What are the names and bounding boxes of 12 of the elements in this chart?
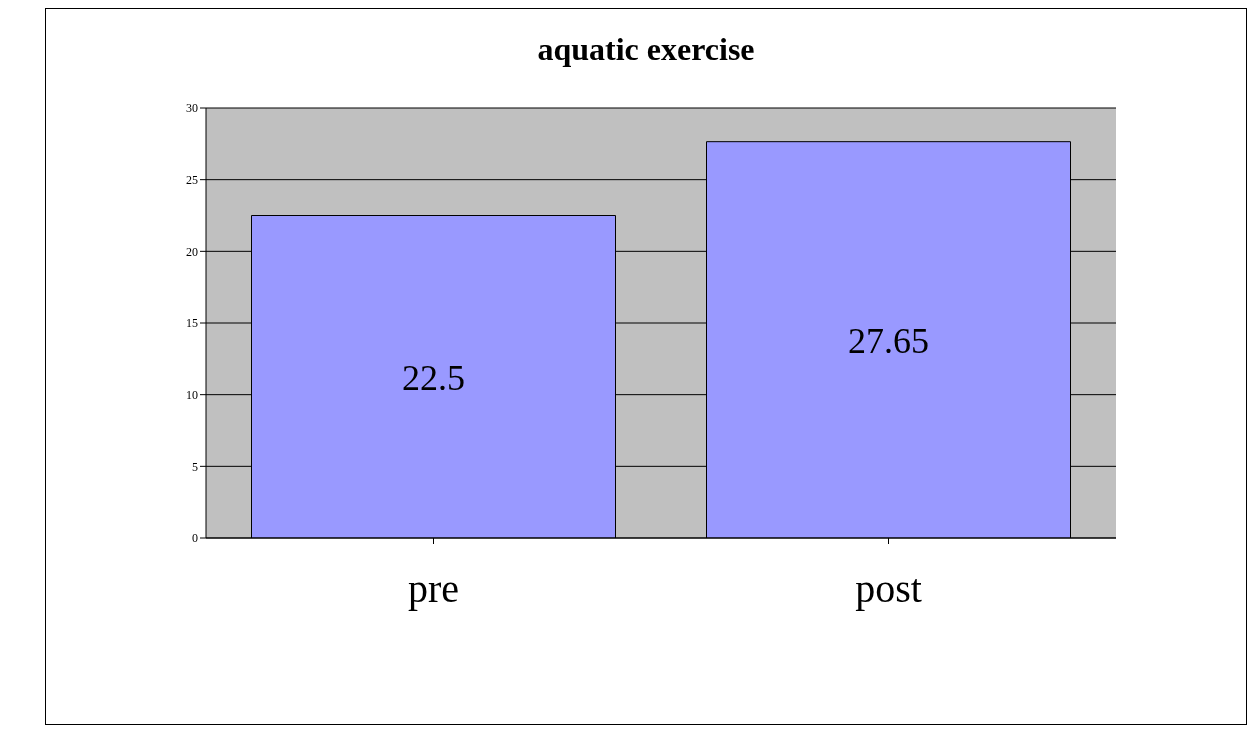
data-label: 27.65 bbox=[848, 320, 929, 361]
chart-title: aquatic exercise bbox=[536, 30, 756, 68]
y-tick-label: 15 bbox=[186, 316, 198, 331]
y-tick-label: 10 bbox=[186, 387, 198, 402]
y-tick-label: 30 bbox=[186, 101, 198, 116]
y-tick-label: 0 bbox=[192, 531, 198, 546]
x-tick-label: post bbox=[855, 566, 922, 612]
y-tick-label: 20 bbox=[186, 244, 198, 259]
y-tick-label: 25 bbox=[186, 172, 198, 187]
x-tick-label: pre bbox=[407, 566, 460, 612]
data-label: 22.5 bbox=[402, 357, 465, 398]
y-tick-label: 5 bbox=[192, 459, 198, 474]
